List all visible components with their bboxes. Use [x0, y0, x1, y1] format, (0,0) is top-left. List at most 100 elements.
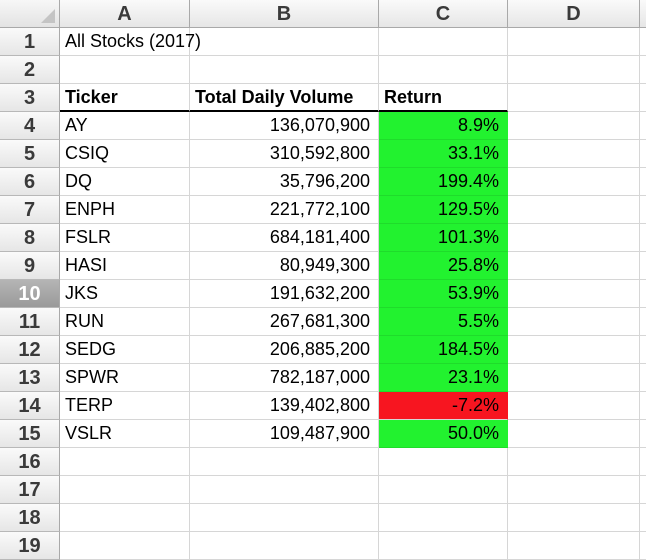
row-header-11[interactable]: 11 [0, 308, 60, 336]
cell-d6[interactable] [508, 168, 640, 196]
cell-e10[interactable] [640, 280, 646, 308]
cell-b19[interactable] [190, 532, 379, 560]
cell-c8[interactable]: 101.3% [379, 224, 508, 252]
cell-e6[interactable] [640, 168, 646, 196]
cell-e7[interactable] [640, 196, 646, 224]
cell-b12[interactable]: 206,885,200 [190, 336, 379, 364]
cell-e13[interactable] [640, 364, 646, 392]
cell-a3[interactable]: Ticker [60, 84, 190, 112]
row-header-13[interactable]: 13 [0, 364, 60, 392]
cell-a14[interactable]: TERP [60, 392, 190, 420]
row-header-10[interactable]: 10 [0, 280, 60, 308]
cell-b16[interactable] [190, 448, 379, 476]
cell-b6[interactable]: 35,796,200 [190, 168, 379, 196]
cell-d3[interactable] [508, 84, 640, 112]
cell-c7[interactable]: 129.5% [379, 196, 508, 224]
cell-c18[interactable] [379, 504, 508, 532]
cell-d10[interactable] [508, 280, 640, 308]
cell-c13[interactable]: 23.1% [379, 364, 508, 392]
row-header-16[interactable]: 16 [0, 448, 60, 476]
cell-a19[interactable] [60, 532, 190, 560]
row-header-15[interactable]: 15 [0, 420, 60, 448]
row-header-3[interactable]: 3 [0, 84, 60, 112]
cell-d2[interactable] [508, 56, 640, 84]
cell-d16[interactable] [508, 448, 640, 476]
cell-c6[interactable]: 199.4% [379, 168, 508, 196]
cell-b9[interactable]: 80,949,300 [190, 252, 379, 280]
cell-b15[interactable]: 109,487,900 [190, 420, 379, 448]
column-header-b[interactable]: B [190, 0, 379, 28]
row-header-8[interactable]: 8 [0, 224, 60, 252]
cell-c9[interactable]: 25.8% [379, 252, 508, 280]
select-all-button[interactable] [0, 0, 60, 28]
row-header-14[interactable]: 14 [0, 392, 60, 420]
cell-a12[interactable]: SEDG [60, 336, 190, 364]
cell-c16[interactable] [379, 448, 508, 476]
cell-c10[interactable]: 53.9% [379, 280, 508, 308]
cell-d7[interactable] [508, 196, 640, 224]
cell-a13[interactable]: SPWR [60, 364, 190, 392]
row-header-18[interactable]: 18 [0, 504, 60, 532]
cell-b18[interactable] [190, 504, 379, 532]
cell-e16[interactable] [640, 448, 646, 476]
cell-a6[interactable]: DQ [60, 168, 190, 196]
cell-c5[interactable]: 33.1% [379, 140, 508, 168]
cell-c3[interactable]: Return [379, 84, 508, 112]
cell-b3[interactable]: Total Daily Volume [190, 84, 379, 112]
cell-b5[interactable]: 310,592,800 [190, 140, 379, 168]
cell-b17[interactable] [190, 476, 379, 504]
cell-c4[interactable]: 8.9% [379, 112, 508, 140]
cell-d9[interactable] [508, 252, 640, 280]
column-header-d[interactable]: D [508, 0, 640, 28]
row-header-12[interactable]: 12 [0, 336, 60, 364]
cell-e8[interactable] [640, 224, 646, 252]
cell-e2[interactable] [640, 56, 646, 84]
cell-d11[interactable] [508, 308, 640, 336]
cell-a10[interactable]: JKS [60, 280, 190, 308]
cell-c19[interactable] [379, 532, 508, 560]
cell-e17[interactable] [640, 476, 646, 504]
cell-a15[interactable]: VSLR [60, 420, 190, 448]
cell-a11[interactable]: RUN [60, 308, 190, 336]
cell-b14[interactable]: 139,402,800 [190, 392, 379, 420]
cell-c17[interactable] [379, 476, 508, 504]
cell-c12[interactable]: 184.5% [379, 336, 508, 364]
cell-d13[interactable] [508, 364, 640, 392]
cell-e19[interactable] [640, 532, 646, 560]
cell-a2[interactable] [60, 56, 190, 84]
row-header-4[interactable]: 4 [0, 112, 60, 140]
column-header-e-partial[interactable] [640, 0, 646, 28]
cell-d18[interactable] [508, 504, 640, 532]
cell-b1[interactable] [190, 28, 379, 56]
cell-d17[interactable] [508, 476, 640, 504]
cell-a5[interactable]: CSIQ [60, 140, 190, 168]
row-header-1[interactable]: 1 [0, 28, 60, 56]
cell-c15[interactable]: 50.0% [379, 420, 508, 448]
cell-e18[interactable] [640, 504, 646, 532]
cell-a7[interactable]: ENPH [60, 196, 190, 224]
row-header-19[interactable]: 19 [0, 532, 60, 560]
cell-d4[interactable] [508, 112, 640, 140]
cell-e11[interactable] [640, 308, 646, 336]
cell-e12[interactable] [640, 336, 646, 364]
cell-e1[interactable] [640, 28, 646, 56]
column-header-c[interactable]: C [379, 0, 508, 28]
cell-d5[interactable] [508, 140, 640, 168]
cell-a18[interactable] [60, 504, 190, 532]
cell-e4[interactable] [640, 112, 646, 140]
row-header-7[interactable]: 7 [0, 196, 60, 224]
cell-e9[interactable] [640, 252, 646, 280]
cell-d8[interactable] [508, 224, 640, 252]
row-header-2[interactable]: 2 [0, 56, 60, 84]
cell-a8[interactable]: FSLR [60, 224, 190, 252]
row-header-5[interactable]: 5 [0, 140, 60, 168]
cell-b13[interactable]: 782,187,000 [190, 364, 379, 392]
row-header-17[interactable]: 17 [0, 476, 60, 504]
cell-d12[interactable] [508, 336, 640, 364]
cell-b4[interactable]: 136,070,900 [190, 112, 379, 140]
cell-d19[interactable] [508, 532, 640, 560]
cell-c1[interactable] [379, 28, 508, 56]
cell-e5[interactable] [640, 140, 646, 168]
cell-b8[interactable]: 684,181,400 [190, 224, 379, 252]
cell-d15[interactable] [508, 420, 640, 448]
